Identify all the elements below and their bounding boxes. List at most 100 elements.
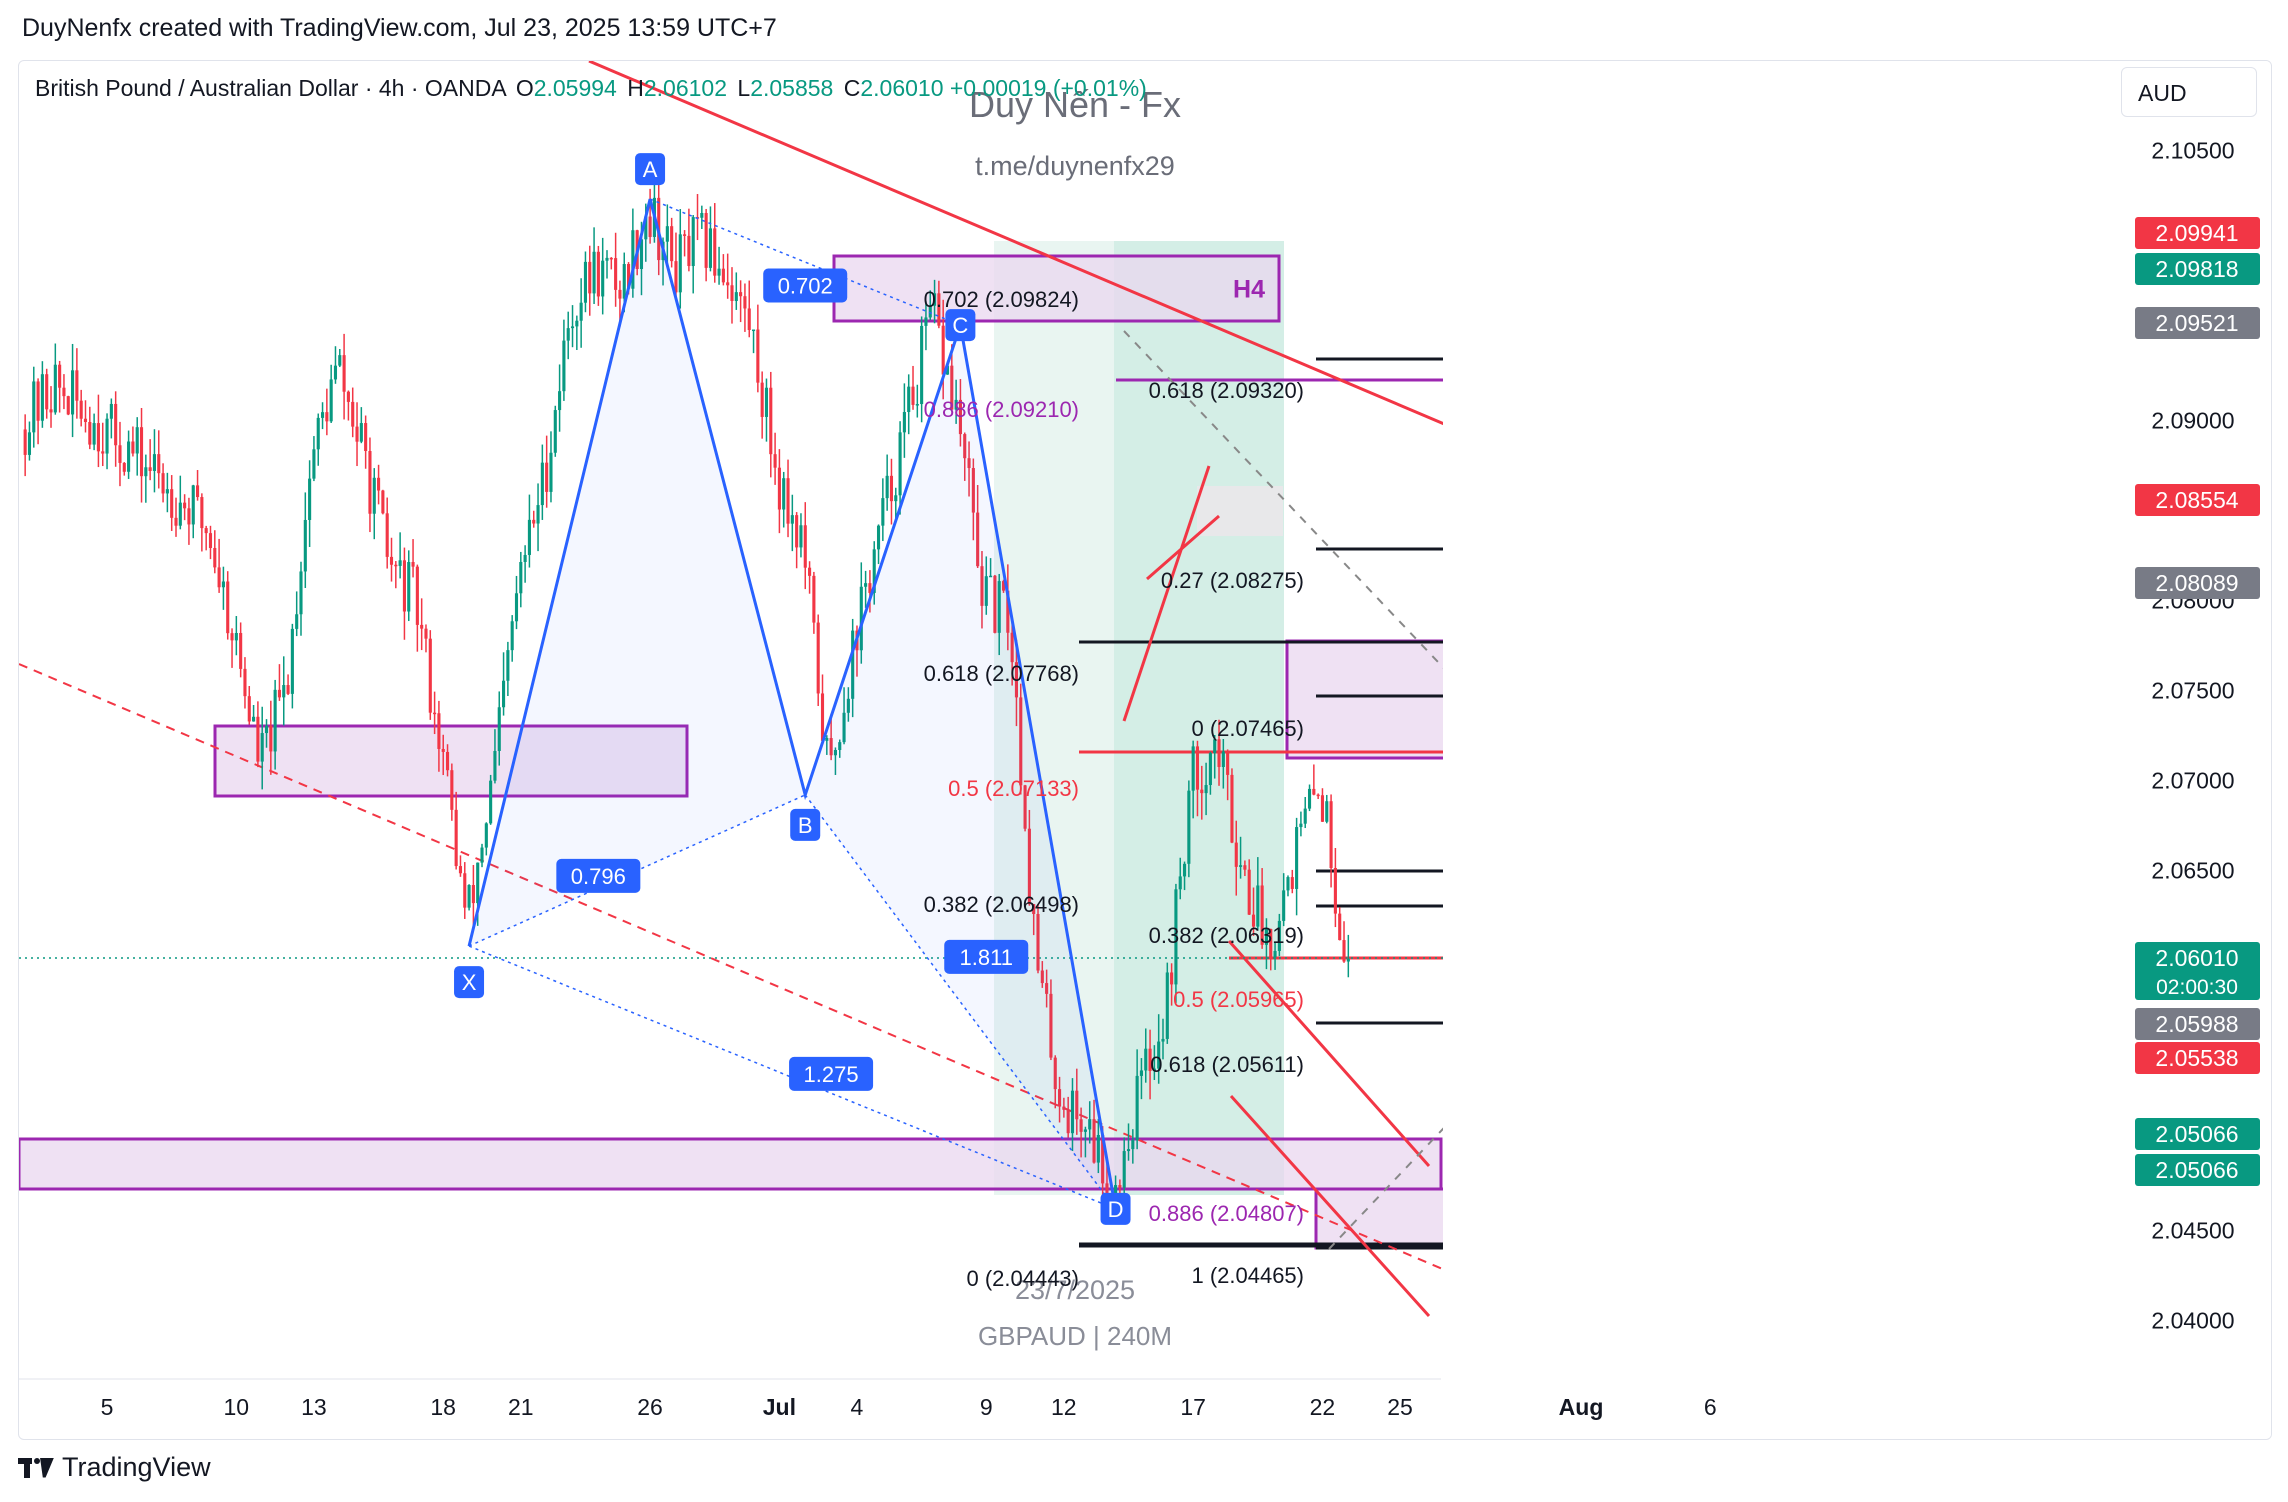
candle-body[interactable] — [433, 712, 437, 715]
candle-body[interactable] — [355, 426, 359, 442]
candle-body[interactable] — [239, 632, 243, 669]
candle-body[interactable] — [1303, 808, 1307, 824]
candle-body[interactable] — [79, 400, 83, 419]
candle-body[interactable] — [152, 454, 157, 471]
candle-body[interactable] — [96, 423, 100, 452]
candle-body[interactable] — [596, 251, 600, 297]
candle-body[interactable] — [782, 478, 786, 510]
candle-body[interactable] — [665, 226, 669, 242]
candle-body[interactable] — [575, 320, 579, 327]
candle-body[interactable] — [876, 525, 881, 550]
candle-body[interactable] — [346, 391, 350, 402]
price-badge[interactable] — [2135, 484, 2260, 516]
candle-body[interactable] — [230, 633, 234, 641]
candle-body[interactable] — [842, 712, 846, 743]
candle-body[interactable] — [859, 586, 863, 651]
candle-body[interactable] — [1295, 827, 1299, 889]
candle-body[interactable] — [191, 485, 195, 525]
pattern-point-marker[interactable] — [1100, 1192, 1131, 1225]
candle-body[interactable] — [558, 391, 562, 411]
candle-body[interactable] — [1187, 790, 1191, 864]
candle-body[interactable] — [213, 547, 217, 568]
pattern-point-marker[interactable] — [790, 808, 821, 841]
candle-body[interactable] — [493, 750, 497, 781]
candle-body[interactable] — [618, 289, 622, 299]
candle-body[interactable] — [885, 475, 889, 499]
price-badge[interactable] — [2135, 217, 2260, 249]
ratio-badge[interactable] — [763, 268, 848, 303]
candle-body[interactable] — [1049, 993, 1053, 1058]
candle-body[interactable] — [1062, 1106, 1066, 1110]
candle-body[interactable] — [700, 213, 704, 218]
candle-body[interactable] — [1135, 1075, 1139, 1141]
candle-body[interactable] — [333, 365, 338, 380]
candle-body[interactable] — [139, 427, 144, 477]
candle-body[interactable] — [131, 441, 135, 454]
candle-body[interactable] — [83, 418, 88, 423]
candle-body[interactable] — [976, 512, 980, 567]
candle-body[interactable] — [441, 748, 445, 752]
candle-body[interactable] — [588, 261, 592, 294]
channel-line[interactable] — [1229, 1094, 1431, 1318]
candle-body[interactable] — [247, 696, 251, 722]
candle-body[interactable] — [989, 575, 993, 578]
price-badge[interactable] — [2135, 567, 2260, 599]
candle-body[interactable] — [911, 386, 915, 405]
candle-body[interactable] — [325, 412, 329, 422]
candle-body[interactable] — [751, 329, 756, 332]
candle-body[interactable] — [23, 429, 27, 455]
candle-body[interactable] — [1269, 929, 1273, 958]
candle-body[interactable] — [1088, 1119, 1092, 1130]
candle-body[interactable] — [183, 502, 187, 509]
candle-body[interactable] — [838, 742, 842, 751]
candle-body[interactable] — [704, 213, 708, 268]
candle-body[interactable] — [273, 689, 277, 752]
candle-body[interactable] — [967, 458, 971, 469]
candle-body[interactable] — [1342, 940, 1346, 962]
candle-body[interactable] — [687, 235, 691, 267]
candle-body[interactable] — [320, 412, 325, 418]
candle-body[interactable] — [730, 285, 734, 302]
candle-body[interactable] — [545, 462, 549, 492]
candle-body[interactable] — [467, 885, 471, 908]
candle-body[interactable] — [1131, 1140, 1135, 1150]
candle-body[interactable] — [1239, 865, 1243, 867]
candle-body[interactable] — [196, 485, 200, 498]
candle-body[interactable] — [579, 302, 583, 321]
pattern-point-marker[interactable] — [945, 309, 976, 342]
candle-body[interactable] — [527, 519, 531, 555]
candle-body[interactable] — [889, 475, 894, 502]
candle-body[interactable] — [592, 251, 596, 294]
candle-body[interactable] — [88, 422, 92, 445]
currency-button[interactable]: AUD — [2121, 67, 2257, 117]
candle-body[interactable] — [1126, 1149, 1131, 1152]
candle-body[interactable] — [1144, 1048, 1148, 1071]
candle-body[interactable] — [764, 387, 769, 417]
candle-body[interactable] — [820, 693, 825, 741]
candle-body[interactable] — [127, 441, 131, 472]
candle-body[interactable] — [941, 325, 945, 375]
candle-body[interactable] — [1329, 801, 1333, 869]
candle-body[interactable] — [812, 575, 816, 623]
candle-body[interactable] — [445, 751, 450, 771]
supply-demand-zone[interactable] — [832, 254, 1281, 323]
candle-body[interactable] — [1260, 885, 1264, 945]
candle-body[interactable] — [58, 364, 62, 388]
candle-body[interactable] — [958, 399, 962, 435]
candle-body[interactable] — [411, 562, 415, 567]
candle-body[interactable] — [1066, 1109, 1070, 1134]
candle-body[interactable] — [971, 468, 975, 513]
candle-body[interactable] — [1001, 581, 1006, 591]
candle-body[interactable] — [933, 293, 937, 306]
candle-body[interactable] — [609, 257, 613, 260]
candle-body[interactable] — [1200, 789, 1204, 794]
candle-body[interactable] — [984, 576, 988, 606]
candle-body[interactable] — [1139, 1070, 1143, 1076]
candle-body[interactable] — [502, 680, 506, 708]
candle-body[interactable] — [1299, 823, 1303, 828]
candle-body[interactable] — [1307, 788, 1312, 809]
candle-body[interactable] — [1170, 972, 1174, 985]
candle-body[interactable] — [234, 632, 238, 641]
candle-body[interactable] — [790, 515, 794, 524]
candle-body[interactable] — [45, 374, 49, 410]
